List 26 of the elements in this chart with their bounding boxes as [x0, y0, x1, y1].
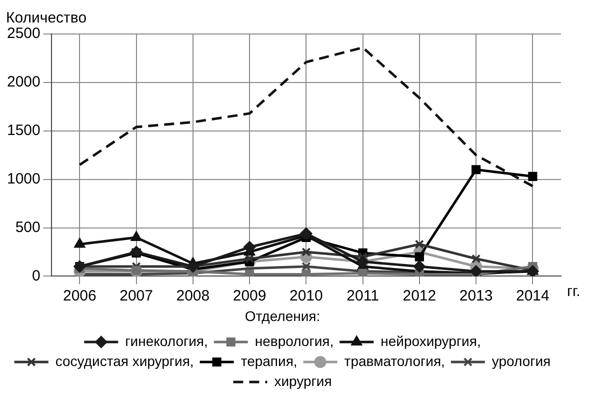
- legend-label: неврология,: [254, 332, 334, 349]
- x-tick-label: 2008: [176, 287, 210, 304]
- x-tick-label: 2010: [289, 287, 323, 304]
- y-tick-label: 500: [15, 218, 40, 236]
- y-tick-label: 2500: [6, 25, 40, 42]
- x-tick-label: 2006: [62, 287, 96, 304]
- x-tick-label: 2009: [232, 287, 266, 304]
- y-tick-label: 2000: [6, 74, 40, 91]
- y-axis-title: Количество: [6, 10, 87, 27]
- legend-label: нейрохирургия,: [380, 332, 481, 349]
- legend-label: травматология,: [344, 352, 445, 369]
- x-tick-label: 2012: [402, 287, 436, 304]
- x-axis-title: гг.: [567, 282, 580, 300]
- legend-title: Отделения:: [244, 308, 320, 324]
- legend-label: терапия,: [240, 352, 298, 369]
- x-tick-label: 2011: [346, 287, 379, 304]
- legend-label: гинекология,: [125, 332, 208, 349]
- y-tick-label: 0: [32, 267, 40, 284]
- y-tick-label: 1500: [6, 122, 40, 140]
- x-tick-label: 2013: [459, 287, 493, 304]
- legend-label: сосудистая хирургия,: [55, 352, 194, 369]
- x-tick-label: 2007: [120, 287, 153, 304]
- legend-label: урология: [492, 352, 551, 369]
- legend-label: хирургия: [274, 372, 332, 389]
- x-tick-label: 2014: [516, 287, 550, 304]
- y-tick-label: 1000: [6, 170, 40, 188]
